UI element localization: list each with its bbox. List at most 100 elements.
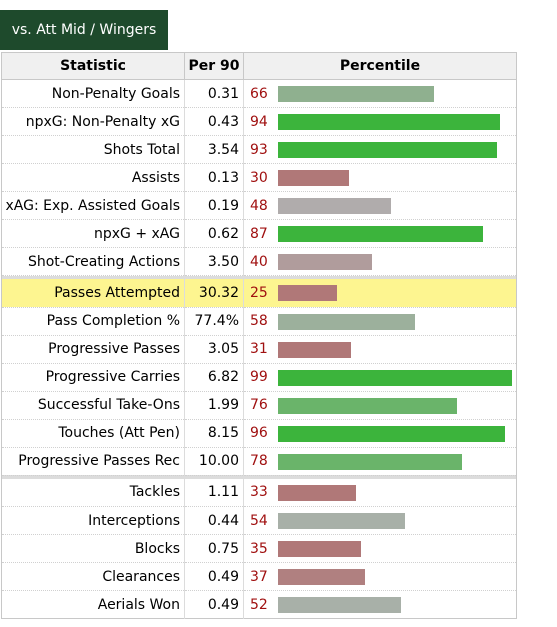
stat-name: npxG + xAG [1,219,185,248]
percentile-value: 54 [250,512,268,529]
table-row: Assists 0.13 30 [1,163,517,192]
percentile-cell: 76 [243,391,517,420]
percentile-value: 40 [250,253,268,270]
per90-value: 3.50 [184,247,244,276]
percentile-value: 33 [250,484,268,501]
percentile-bar [278,341,351,358]
stat-name: Pass Completion % [1,307,185,336]
table-row: Progressive Carries 6.82 99 [1,363,517,392]
percentile-bar [278,86,434,102]
per90-value: 0.31 [184,79,244,108]
percentile-bar [278,484,356,501]
table-row: Shot-Creating Actions 3.50 40 [1,247,517,276]
per90-value: 0.75 [184,534,244,563]
per90-value: 10.00 [184,447,244,476]
table-row: Non-Penalty Goals 0.31 66 [1,79,517,108]
table-row: Blocks 0.75 35 [1,534,517,563]
percentile-cell: 31 [243,335,517,364]
separator-cell [1,475,517,479]
per90-value: 6.82 [184,363,244,392]
table-row: Shots Total 3.54 93 [1,135,517,164]
table-row: Clearances 0.49 37 [1,562,517,591]
table-row: npxG: Non-Penalty xG 0.43 94 [1,107,517,136]
header-row: Statistic Per 90 Percentile [1,52,517,80]
table-row: Successful Take-Ons 1.99 76 [1,391,517,420]
header-statistic[interactable]: Statistic [1,52,185,80]
percentile-cell: 35 [243,534,517,563]
per90-value: 1.11 [184,478,244,507]
percentile-cell: 87 [243,219,517,248]
per90-value: 0.44 [184,506,244,535]
stat-name: xAG: Exp. Assisted Goals [1,191,185,220]
table-row: xAG: Exp. Assisted Goals 0.19 48 [1,191,517,220]
percentile-bar [278,425,505,442]
percentile-cell: 58 [243,307,517,336]
stat-name: Passes Attempted [1,279,185,308]
per90-value: 0.19 [184,191,244,220]
percentile-value: 94 [250,113,268,130]
stat-name: Interceptions [1,506,185,535]
percentile-value: 99 [250,369,268,385]
per90-value: 0.49 [184,590,244,619]
table-row: Passes Attempted 30.32 25 [1,279,517,308]
percentile-cell: 93 [243,135,517,164]
percentile-value: 58 [250,313,268,329]
percentile-value: 87 [250,225,268,242]
per90-value: 1.99 [184,391,244,420]
group-separator [1,275,517,279]
percentile-value: 93 [250,141,268,158]
table-row: Progressive Passes 3.05 31 [1,335,517,364]
percentile-cell: 96 [243,419,517,448]
percentile-value: 25 [250,284,268,301]
percentile-table: Statistic Per 90 Percentile Non-Penalty … [1,52,517,619]
percentile-bar [278,597,401,613]
stat-name: Touches (Att Pen) [1,419,185,448]
percentile-bar [278,453,462,470]
per90-value: 8.15 [184,419,244,448]
percentile-value: 31 [250,341,268,357]
tab-label: vs. Att Mid / Wingers [11,22,157,38]
percentile-bar [278,142,497,158]
stat-name: Successful Take-Ons [1,391,185,420]
table-row: Tackles 1.11 33 [1,478,517,507]
percentile-value: 48 [250,197,268,214]
stat-name: Shots Total [1,135,185,164]
percentile-cell: 33 [243,478,517,507]
percentile-bar [278,198,391,214]
table-row: Aerials Won 0.49 52 [1,590,517,619]
percentile-bar [278,369,512,386]
percentile-value: 30 [250,169,268,186]
stat-name: npxG: Non-Penalty xG [1,107,185,136]
percentile-cell: 99 [243,363,517,392]
table-row: Progressive Passes Rec 10.00 78 [1,447,517,476]
table-row: Pass Completion % 77.4% 58 [1,307,517,336]
percentile-cell: 66 [243,79,517,108]
percentile-bar [278,226,483,242]
per90-value: 0.43 [184,107,244,136]
percentile-cell: 25 [243,279,517,308]
percentile-value: 66 [250,85,268,102]
percentile-bar [278,397,457,414]
table-row: Interceptions 0.44 54 [1,506,517,535]
per90-value: 3.54 [184,135,244,164]
percentile-bar [278,254,372,270]
tab-att-mid-wingers[interactable]: vs. Att Mid / Wingers [0,10,168,50]
stat-name: Progressive Passes Rec [1,447,185,476]
per90-value: 3.05 [184,335,244,364]
percentile-bar [278,285,337,301]
table-row: Touches (Att Pen) 8.15 96 [1,419,517,448]
per90-value: 30.32 [184,279,244,308]
percentile-bar [278,170,349,186]
percentile-value: 78 [250,453,268,469]
stat-name: Progressive Passes [1,335,185,364]
header-per90[interactable]: Per 90 [184,52,244,80]
group-separator [1,475,517,479]
percentile-bar [278,569,365,585]
percentile-cell: 52 [243,590,517,619]
percentile-value: 76 [250,397,268,413]
stat-name: Progressive Carries [1,363,185,392]
stat-name: Blocks [1,534,185,563]
per90-value: 77.4% [184,307,244,336]
separator-cell [1,275,517,279]
header-percentile[interactable]: Percentile [243,52,517,80]
